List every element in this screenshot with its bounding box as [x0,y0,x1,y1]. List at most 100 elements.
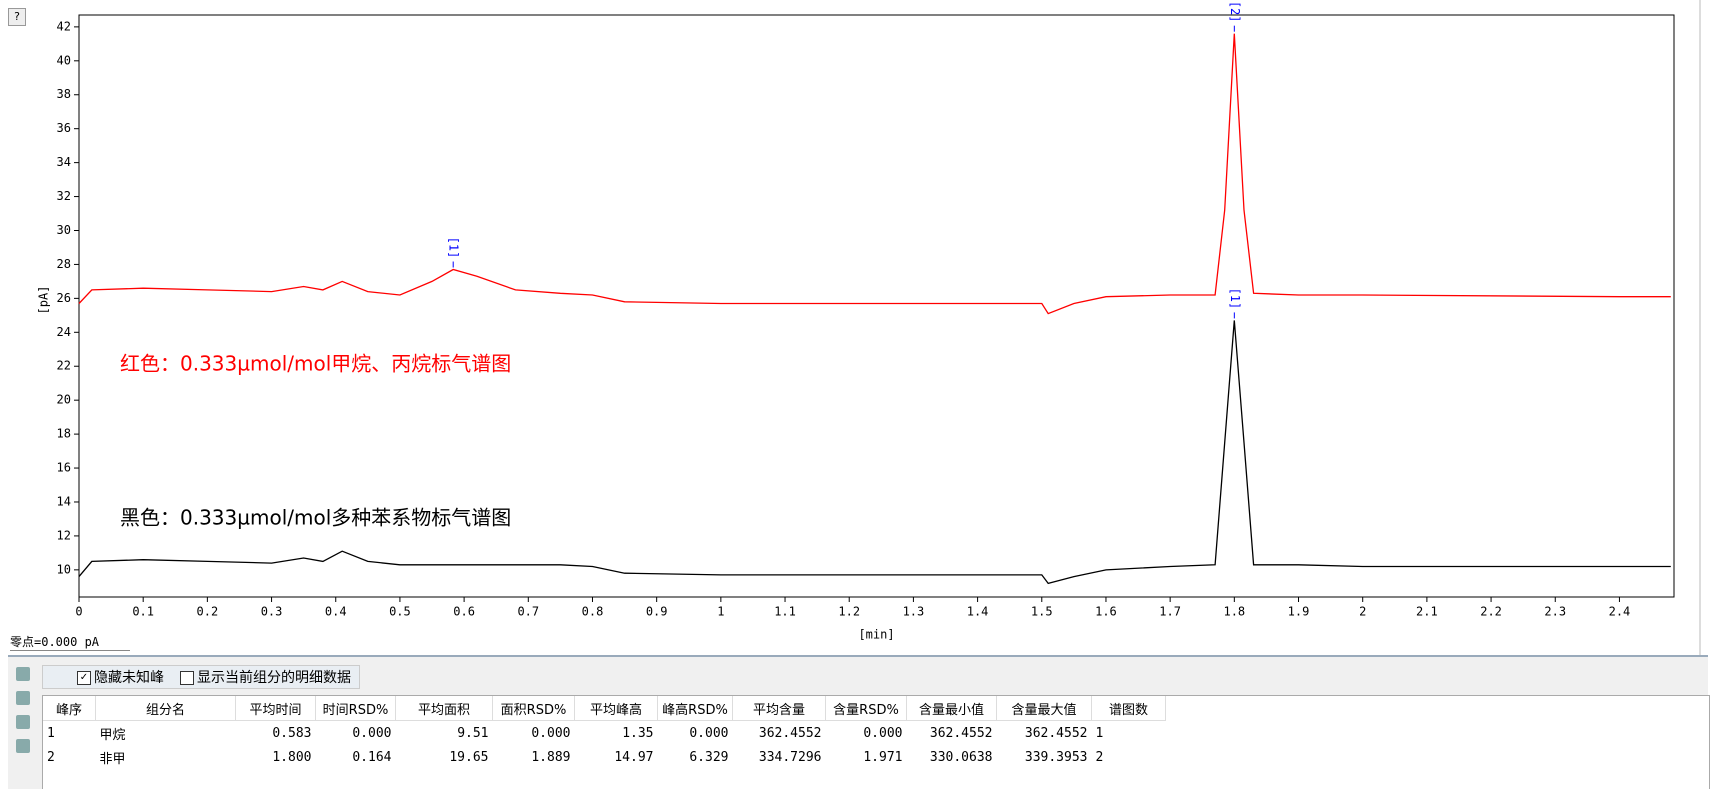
y-tick-label: 32 [57,189,71,203]
table-row[interactable]: 1 甲烷 0.583 0.000 9.51 0.000 1.35 0.000 362.4552 0… [43,721,1166,746]
column-header: 含量最小值 [906,696,997,721]
result-table: 峰序 组分名 平均时间 时间RSD% 平均面积 面积RSD% 平均峰高 峰高RSD% 平均含量含… [42,695,1710,789]
table-cell: 362.4552 [758,725,822,741]
x-tick-label: 1.9 [1288,605,1310,619]
column-header: 峰高RSD% [657,696,733,721]
column-header: 峰序 [43,696,96,721]
y-tick-label: 18 [57,427,71,441]
trace [78,320,1671,585]
annotation: 红色：0.333µmol/mol甲烷、丙烷标气谱图 [120,352,511,376]
x-tick-label: 1.4 [967,605,989,619]
x-tick-label: 2 [1359,605,1366,619]
checkbox-label: 隐藏未知峰 [94,670,164,686]
x-tick-label: 0 [75,605,82,619]
x-tick-label: 1.6 [1095,605,1117,619]
y-tick-label: 30 [57,223,71,237]
table-cell: 339.3953 [1024,749,1088,765]
column-header: 平均时间 [235,696,316,721]
table-cell: 0.583 [272,725,312,741]
x-tick-label: 1.7 [1159,605,1181,619]
table-cell: 1.800 [272,749,312,765]
table-row[interactable]: 2 非甲 1.800 0.164 19.65 1.889 14.97 6.329 334.729… [43,745,1166,769]
column-header: 组分名 [95,696,236,721]
peak-label: [1] [447,237,461,259]
x-tick-label: 0.8 [582,605,604,619]
column-header: 平均峰高 [574,696,658,721]
x-tick-label: 1.3 [903,605,925,619]
x-tick-label: 0.5 [389,605,411,619]
x-tick-label: 1.5 [1031,605,1053,619]
y-axis-label: [pA] [37,286,51,315]
x-tick-label: 0.6 [453,605,475,619]
y-tick-label: 28 [57,257,71,271]
table-cell: 14.97 [614,749,654,765]
side-toolbar [8,657,38,789]
table-cell: 1.35 [622,725,654,741]
y-tick-label: 34 [57,155,71,169]
icon[interactable] [16,667,30,681]
table-cell: 0.000 [689,725,729,741]
table-cell: 2 [47,749,55,765]
column-header: 面积RSD% [492,696,575,721]
table-cell: 6.329 [689,749,729,765]
y-tick-label: 26 [57,291,71,305]
x-tick-label: 0.7 [517,605,539,619]
table-cell: 1.889 [531,749,571,765]
x-tick-label: 0.4 [325,605,347,619]
x-tick-label: 0.1 [132,605,154,619]
icon[interactable] [16,715,30,729]
table-cell: 330.0638 [929,749,993,765]
zero-point: 零点=0.000 pA [10,633,130,651]
x-tick-label: 0.2 [197,605,219,619]
y-tick-label: 20 [57,393,71,407]
x-tick-label: 1.1 [774,605,796,619]
y-tick-label: 40 [57,53,71,67]
x-tick-label: 2.3 [1544,605,1566,619]
column-header: 含量RSD% [825,696,907,721]
y-tick-label: 16 [57,461,71,475]
table-cell: 1.971 [863,749,903,765]
checkbox-label: 显示当前组分的明细数据 [197,670,351,686]
trace [78,33,1671,315]
x-tick-label: 0.3 [261,605,283,619]
y-tick-label: 38 [57,87,71,101]
x-tick-label: 2.4 [1609,605,1631,619]
y-tick-label: 24 [57,325,71,339]
y-tick-label: 14 [57,494,71,508]
y-tick-label: 36 [57,121,71,135]
x-tick-label: 0.9 [646,605,668,619]
table-cell: 2 [1095,749,1104,765]
table-cell: 0.000 [863,725,903,741]
peak-label: [2] [1228,1,1242,23]
y-tick-label: 42 [57,19,71,33]
show-detail-checkbox[interactable]: 显示当前组分的明细数据 [180,667,351,687]
toolbar: ✓ 隐藏未知峰 显示当前组分的明细数据 [42,665,360,689]
table-cell: 1 [47,725,55,741]
table-cell: 0.000 [531,725,571,741]
table-cell: 1 [1095,725,1104,741]
icon[interactable] [16,739,30,753]
x-tick-label: 1.2 [838,605,860,619]
table-cell: 334.7296 [758,749,822,765]
x-tick-label: 1.8 [1223,605,1245,619]
column-header: 时间RSD% [315,696,396,721]
x-tick-label: 2.2 [1480,605,1502,619]
hide-unknown-checkbox[interactable]: ✓ 隐藏未知峰 [77,667,164,687]
result-panel: ✓ 隐藏未知峰 显示当前组分的明细数据 峰序 组分名 平均时间 时间RSD% 平均面积 面积… [8,655,1710,789]
icon[interactable] [16,691,30,705]
table-cell: 0.164 [352,749,392,765]
table-cell: 0.000 [352,725,392,741]
help-button[interactable]: ? [8,8,26,26]
x-axis-label: [min] [858,628,894,642]
table-cell: 19.65 [449,749,489,765]
table-cell: 甲烷 [99,727,126,743]
x-tick-label: 1 [717,605,724,619]
column-header: 平均面积 [395,696,493,721]
table-cell: 9.51 [457,725,489,741]
table-cell: 非甲 [99,751,126,767]
column-header: 谱图数 [1091,696,1166,721]
table-cell: 362.4552 [1024,725,1088,741]
y-tick-label: 22 [57,359,71,373]
